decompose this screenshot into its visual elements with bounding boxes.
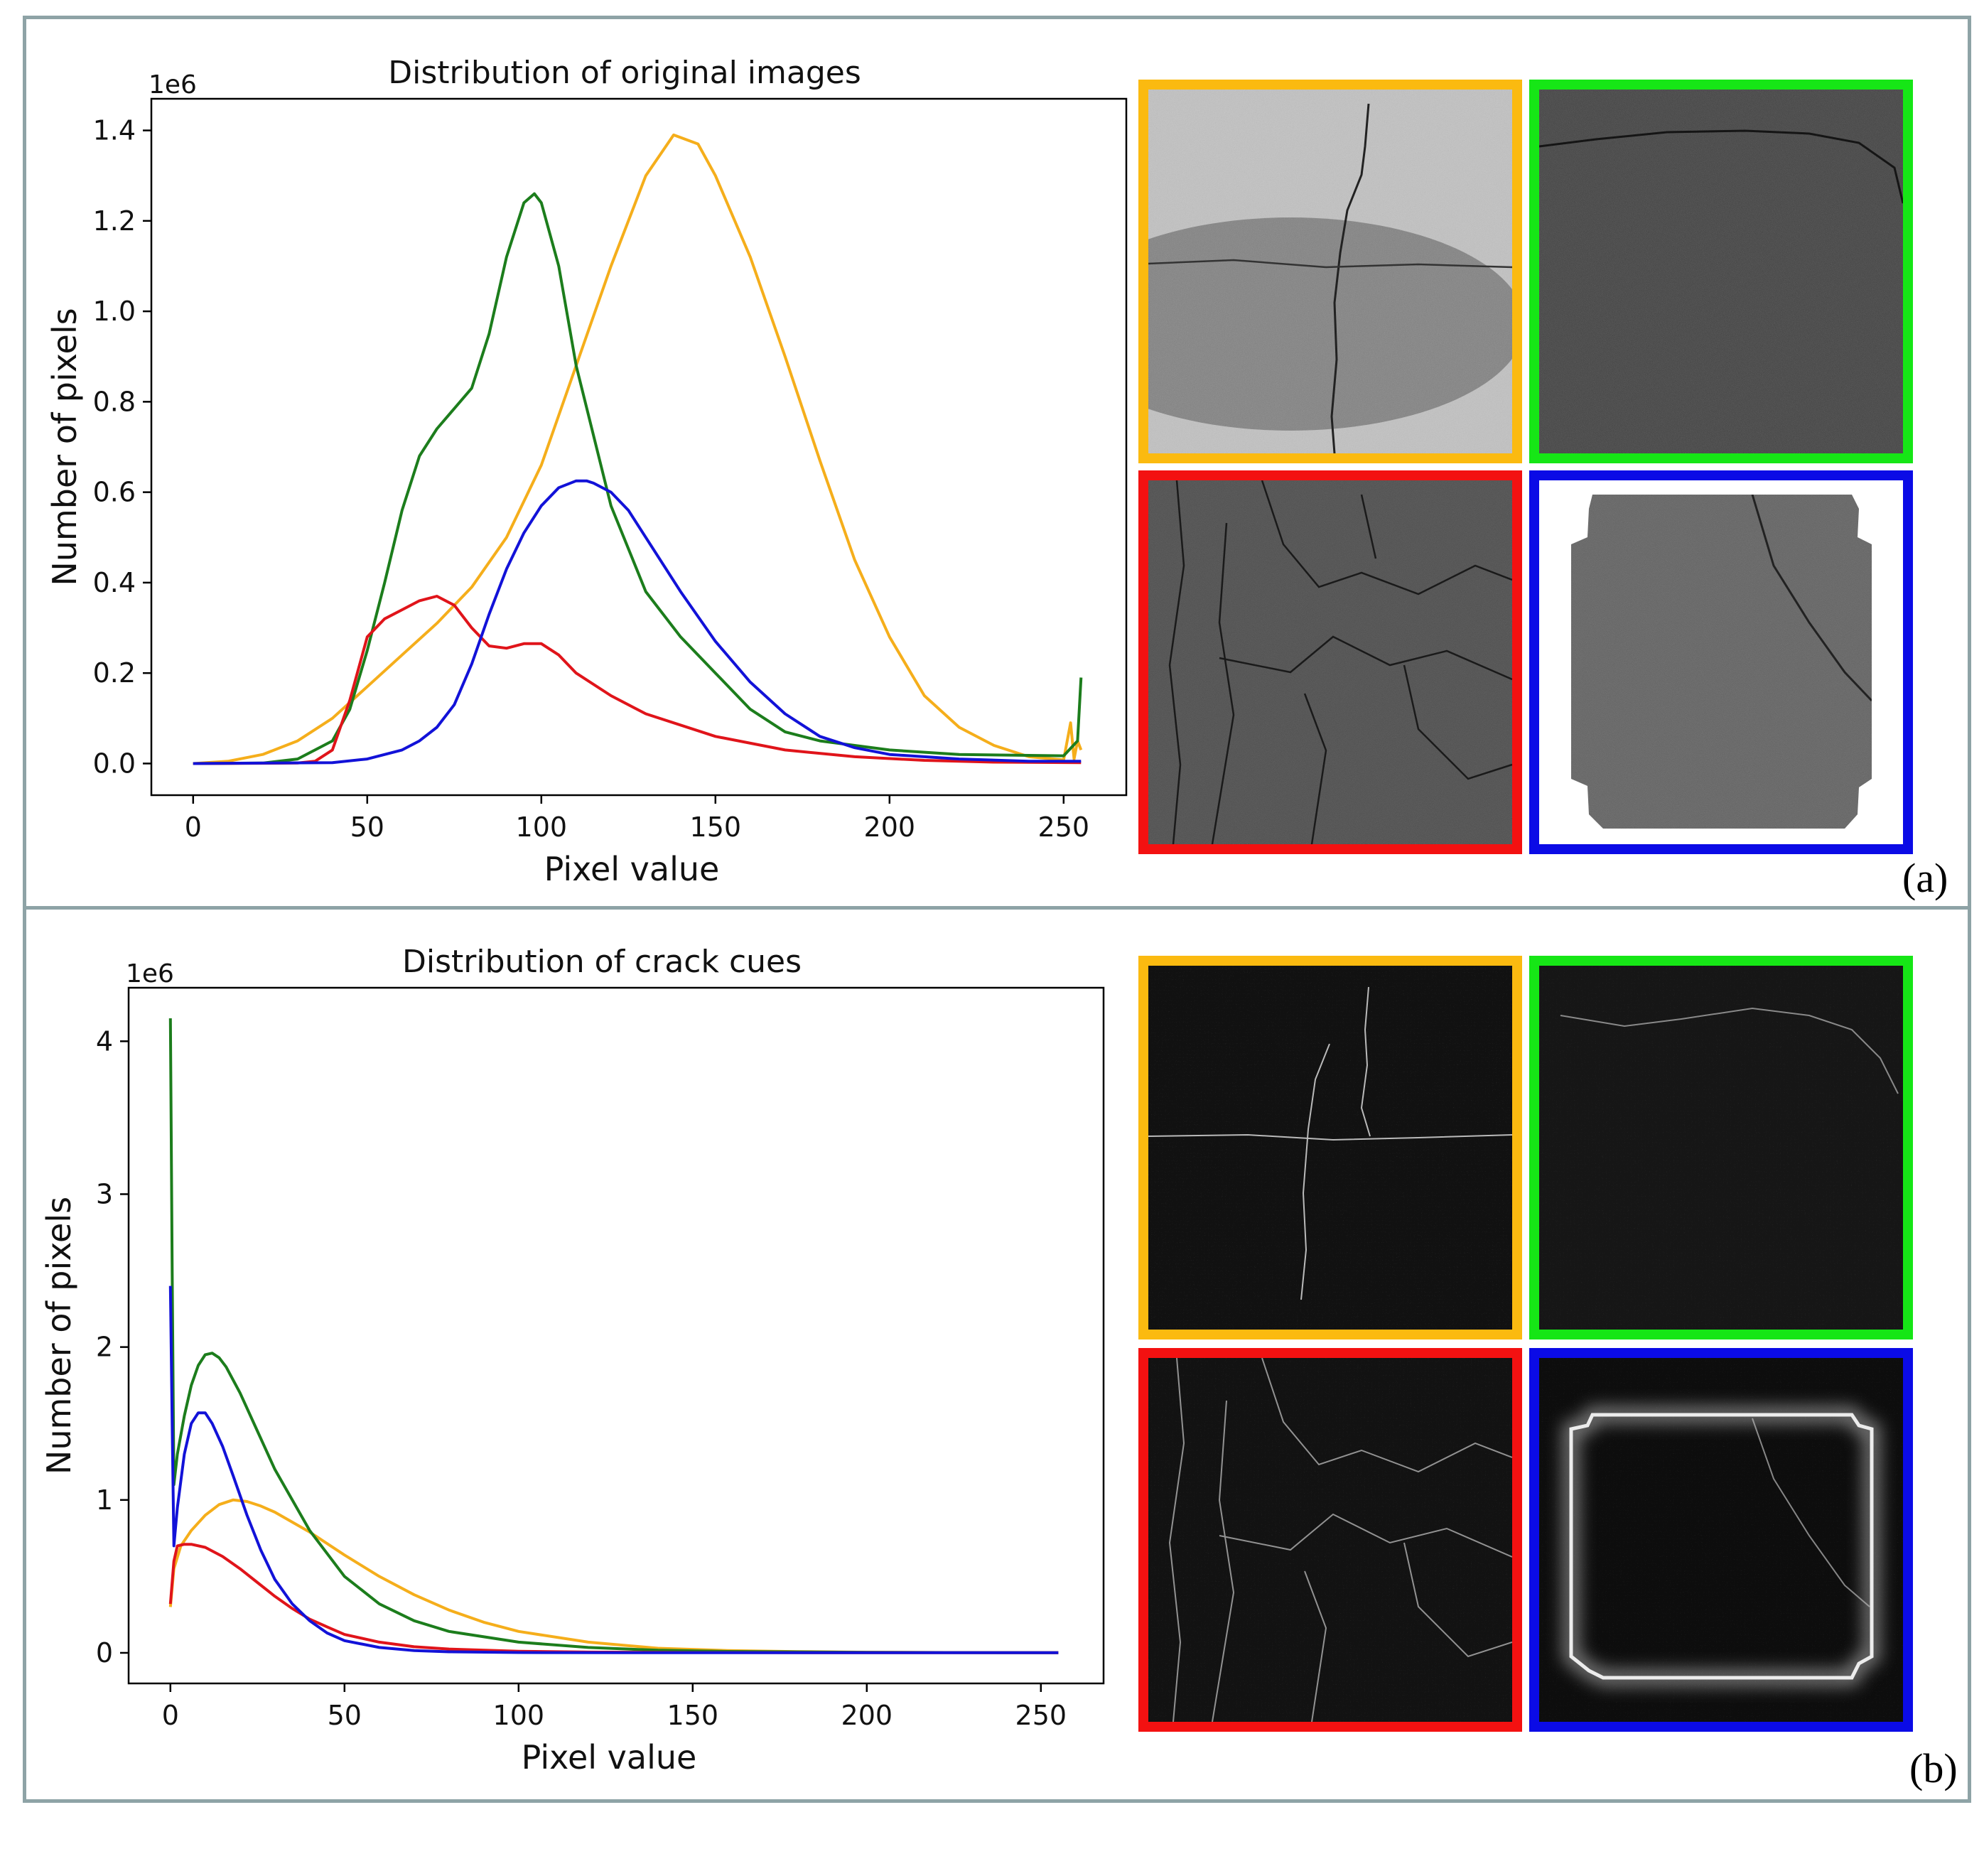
y-tick-label: 0	[96, 1637, 113, 1669]
y-tick-label: 0.0	[93, 748, 136, 779]
x-tick-label: 50	[328, 1700, 362, 1731]
panel-b: 0 50 100 150 200 250 0 1 2 3 4 Distribution of crac…	[23, 906, 1971, 1803]
thumbnail-red-crack-cue-map	[1138, 1348, 1522, 1732]
y-tick-label: 1.4	[93, 115, 136, 146]
thumbnail-green-crack-cue-map	[1529, 956, 1913, 1339]
series-line-green	[193, 192, 1083, 765]
thumbnail-blue-crack-cue-map	[1529, 1348, 1913, 1732]
y-axis-label: Number of pixels	[45, 308, 84, 586]
y-tick-label: 0.4	[93, 567, 136, 598]
y-tick-label: 0.2	[93, 657, 136, 689]
panel-label-b: (b)	[1909, 1745, 1958, 1791]
x-axis-label: Pixel value	[544, 850, 720, 888]
x-tick-label: 100	[516, 812, 568, 843]
x-tick-label: 150	[667, 1700, 719, 1731]
y-tick-label: 1.2	[93, 205, 136, 237]
series-line-orange	[193, 133, 1083, 765]
series-line-blue	[193, 479, 1082, 765]
chart-title: Distribution of original images	[388, 55, 861, 91]
x-tick-label: 150	[690, 812, 742, 843]
chart-title: Distribution of crack cues	[402, 944, 802, 980]
x-axis-label: Pixel value	[522, 1738, 697, 1777]
x-tick-label: 50	[350, 812, 384, 843]
x-tick-label: 100	[493, 1700, 545, 1731]
x-tick-label: 200	[841, 1700, 893, 1731]
y-axis-label: Number of pixels	[40, 1197, 78, 1475]
thumbnail-orange-crack-cue-map	[1138, 956, 1522, 1339]
x-tick-label: 250	[1015, 1700, 1067, 1731]
y-tick-label: 4	[96, 1025, 113, 1057]
plot-frame	[127, 986, 1105, 1685]
plot-frame	[150, 97, 1128, 797]
chart-crack-cues: 0 50 100 150 200 250 0 1 2 3 4 Distribution of crac…	[40, 944, 1105, 1777]
thumbnail-red-pavement-photo	[1138, 470, 1522, 854]
y-tick-label: 2	[96, 1332, 113, 1363]
x-tick-label: 200	[864, 812, 916, 843]
y-tick-label: 1.0	[93, 296, 136, 327]
x-tick-label: 250	[1038, 812, 1090, 843]
thumbnail-green-pavement-photo	[1529, 80, 1913, 463]
series-line-red	[168, 1543, 1059, 1654]
thumbnail-blue-pavement-photo	[1529, 470, 1913, 854]
y-offset-text: 1e6	[126, 959, 174, 988]
x-tick-label: 0	[185, 812, 202, 843]
series-line-green	[168, 1018, 1059, 1654]
y-offset-text: 1e6	[149, 70, 197, 99]
series-line-blue	[168, 1285, 1059, 1654]
y-tick-label: 3	[96, 1178, 113, 1209]
y-tick-label: 1	[96, 1484, 113, 1516]
y-tick-label: 0.8	[93, 386, 136, 417]
series-line-orange	[168, 1498, 1059, 1654]
thumbnail-orange-pavement-photo	[1138, 80, 1522, 463]
chart-original-images: 0 50 100 150 200 250 0.0 0.2 0.4 0.6 0.8 1.0 1.2 1.4 D…	[45, 55, 1128, 888]
series-line-red	[193, 595, 1082, 765]
x-tick-label: 0	[162, 1700, 179, 1731]
panel-a: 0 50 100 150 200 250 0.0 0.2 0.4 0.6 0.8 1.0 1.2 1.4 D…	[23, 16, 1971, 912]
panel-label-a: (a)	[1902, 855, 1948, 901]
y-tick-label: 0.6	[93, 477, 136, 508]
